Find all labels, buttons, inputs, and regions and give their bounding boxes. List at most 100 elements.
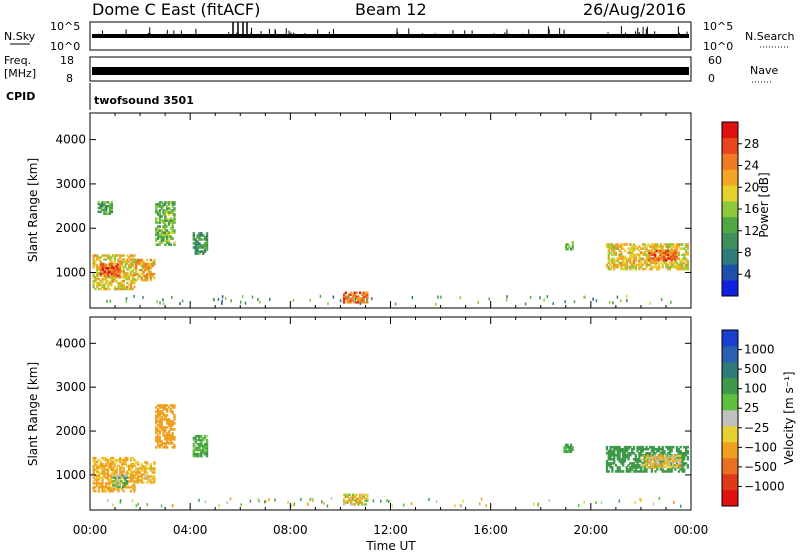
echo-cell [196, 438, 199, 442]
echo-cell [622, 247, 625, 250]
echo-cell [684, 462, 688, 465]
echo-cell [620, 470, 623, 473]
echo-cell [101, 468, 104, 472]
echo-cell [126, 464, 129, 468]
echo-cell [120, 287, 124, 291]
echo-cell [641, 243, 645, 246]
echo-cell [638, 255, 641, 259]
echo-cell [566, 243, 569, 246]
echo-cell [140, 469, 143, 472]
echo-cell [645, 447, 648, 451]
echo-cell [108, 203, 112, 206]
echo-cell [110, 464, 113, 468]
echo-cell [97, 268, 101, 271]
echo-cell [636, 263, 639, 267]
echo-cell [674, 261, 677, 265]
echo-cell [684, 445, 688, 449]
echo-cell [664, 259, 668, 262]
echo-cell [622, 263, 625, 267]
echo-cell [164, 217, 167, 220]
echo-cell [614, 247, 618, 250]
echo-cell [650, 468, 654, 471]
echo-cell [164, 225, 167, 228]
echo-cell [663, 251, 666, 255]
echo-cell [160, 233, 163, 236]
echo-cell [169, 221, 172, 224]
echo-cell [110, 480, 113, 483]
echo-cell [672, 243, 675, 246]
echo-cell [167, 201, 171, 204]
echo-cell [118, 274, 121, 277]
echo-cell [620, 261, 623, 265]
echo-cell [614, 470, 618, 473]
echo-cell [192, 454, 196, 458]
echo-cell [684, 447, 688, 451]
echo-cell [664, 454, 667, 458]
echo-cell [162, 412, 165, 415]
echo-cell [129, 270, 133, 273]
echo-cell [679, 468, 682, 471]
echo-cell [675, 247, 679, 250]
colorbar-segment [722, 232, 738, 249]
echo-cell [133, 258, 136, 261]
echo-cell [100, 263, 103, 266]
echo-cell [632, 470, 636, 473]
echo-cell [344, 495, 347, 499]
echo-cell [672, 261, 675, 265]
echo-cell [158, 229, 162, 232]
echo-cell [203, 238, 207, 241]
echo-cell [166, 404, 169, 407]
echo-cell [126, 472, 129, 475]
echo-cell [652, 261, 655, 265]
echo-cell [656, 468, 659, 471]
echo-cell [106, 472, 109, 475]
colorbar-frame [721, 329, 739, 507]
echo-cell [647, 263, 650, 267]
echo-cell [263, 500, 266, 504]
echo-cell [167, 219, 171, 222]
echo-cell [653, 465, 656, 469]
echo-cell [155, 436, 158, 439]
echo-cell [652, 451, 655, 455]
echo-cell [153, 469, 156, 472]
echo-cell [125, 474, 129, 477]
echo-cell [101, 470, 104, 473]
echo-cell [158, 410, 162, 413]
echo-cell [156, 412, 160, 415]
echo-cell [654, 245, 657, 248]
echo-cell [360, 497, 364, 500]
echo-cell [146, 467, 149, 470]
echo-cell [350, 499, 353, 502]
echo-cell [346, 299, 349, 302]
echo-cell [629, 470, 632, 473]
echo-cell [164, 201, 167, 204]
echo-cell [265, 499, 267, 503]
echo-cell [104, 258, 108, 261]
echo-cell [645, 245, 648, 248]
echo-cell [164, 404, 167, 407]
echo-cell [627, 257, 630, 261]
echo-cell [107, 266, 110, 270]
echo-cell [622, 453, 625, 457]
echo-cell [684, 263, 688, 267]
echo-cell [136, 258, 140, 262]
echo-cell [149, 481, 152, 484]
echo-cell [113, 256, 117, 259]
echo-cell [196, 236, 199, 239]
echo-cell [611, 462, 614, 465]
echo-cell [169, 243, 172, 246]
echo-cell [167, 436, 171, 439]
echo-cell [670, 243, 673, 246]
echo-cell [679, 243, 682, 246]
echo-cell [663, 451, 666, 455]
echo-cell [140, 477, 143, 480]
echo-cell [348, 293, 351, 296]
echo-cell [647, 249, 650, 252]
echo-cell [103, 490, 106, 493]
echo-cell [147, 272, 151, 276]
echo-cell [631, 265, 634, 269]
echo-cell [623, 265, 627, 269]
echo-cell [609, 263, 612, 267]
echo-cell [354, 297, 357, 301]
echo-cell [577, 504, 580, 508]
